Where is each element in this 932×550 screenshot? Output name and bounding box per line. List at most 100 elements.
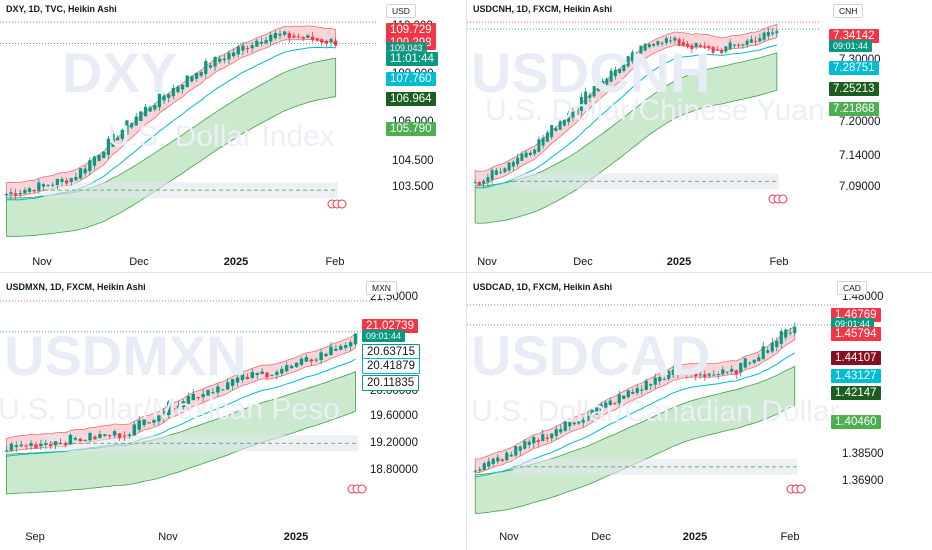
time-tick: 2025 (666, 256, 692, 268)
currency-label[interactable]: CAD (837, 281, 867, 295)
candle-body (97, 154, 101, 162)
candle-body (218, 58, 222, 62)
event-flag-icon (796, 484, 806, 494)
candle-body (283, 31, 287, 35)
candle-body (206, 390, 210, 396)
candle-body (60, 178, 64, 182)
candle-body (68, 434, 73, 445)
candle-body (686, 43, 690, 47)
candle-body (635, 54, 639, 57)
candle-body (211, 392, 215, 394)
candle-body (65, 180, 69, 184)
candle-body (106, 138, 110, 155)
green-trend-band (5, 57, 337, 237)
candle-body (137, 420, 141, 430)
candle-body (595, 407, 599, 415)
candle-body (630, 52, 634, 62)
price-tag: 7.25213 (829, 82, 879, 96)
candle-body (320, 39, 324, 43)
candle-body (245, 376, 250, 379)
candle-body (329, 346, 333, 356)
chart-panel-usdcad[interactable]: USDCAD U.S. Dollar/Canadian Dollar USDCA… (467, 273, 932, 550)
candle-body (527, 441, 531, 445)
candle-body (775, 340, 779, 348)
candle-body (278, 33, 282, 36)
candle-body (605, 78, 609, 85)
candle-body (19, 444, 23, 447)
candle-body (725, 371, 729, 373)
candle-body (259, 41, 264, 44)
time-tick: Feb (780, 531, 800, 543)
candle-body (771, 32, 775, 35)
candle-body (255, 373, 259, 375)
price-tick: 104.500 (392, 155, 434, 167)
currency-label[interactable]: CNH (833, 4, 864, 18)
countdown-tag: 11:01:44 (386, 52, 438, 66)
candle-body (289, 365, 294, 369)
price-tick: 103.500 (392, 181, 434, 193)
candle-body (532, 436, 536, 444)
candle-body (482, 180, 486, 184)
chart-title: USDMXN, 1D, FXCM, Heikin Ashi (6, 282, 146, 292)
candle-body (157, 415, 161, 422)
candle-body (761, 346, 765, 360)
candle-body (34, 444, 38, 448)
candle-body (24, 445, 28, 447)
chart-panel-dxy[interactable]: DXY U.S. Dollar Index DXY, 1D, TVC, Heik… (0, 0, 466, 272)
candle-body (752, 359, 756, 363)
candle-body (41, 184, 46, 187)
candle-body (111, 133, 115, 147)
candle-body (74, 176, 78, 181)
candle-body (181, 401, 186, 408)
candle-body (304, 357, 309, 362)
chart-panel-usdmxn[interactable]: USDMXN U.S. Dollar/Mexican Peso USDMXN, … (0, 273, 466, 550)
candle-body (185, 75, 189, 88)
price-tag: 109.043 (386, 42, 427, 54)
candle-body (309, 359, 314, 362)
currency-label[interactable]: MXN (366, 281, 397, 295)
chart-panel-usdcnh[interactable]: USDCNH U.S. Dollar/Chinese Yuan USDCNH, … (467, 0, 932, 272)
candle-body (608, 400, 612, 405)
price-tick: 7.09000 (839, 181, 881, 193)
candle-body (473, 470, 477, 472)
price-tag: 1.42147 (831, 386, 881, 400)
price-tag: 7.34142 (829, 29, 879, 43)
candle-body (775, 31, 779, 34)
candle-body (604, 402, 608, 408)
candle-body (716, 374, 720, 376)
candle-body (635, 388, 639, 393)
chart-plot-dxy[interactable] (0, 0, 466, 272)
time-tick: Dec (591, 531, 611, 543)
candle-body (230, 379, 235, 386)
candle-body (324, 40, 329, 44)
candle-body (541, 434, 545, 442)
candle-body (310, 36, 315, 40)
price-tag: 105.790 (386, 122, 436, 136)
chart-plot-usdmxn[interactable] (0, 273, 466, 550)
currency-label[interactable]: USD (386, 4, 416, 18)
event-flag-icon (337, 199, 347, 209)
candle-body (745, 40, 749, 45)
candle-body (102, 151, 106, 159)
candle-body (639, 45, 643, 56)
candle-body (640, 389, 644, 391)
candle-body (315, 38, 319, 41)
chart-plot-usdcad[interactable] (467, 273, 932, 550)
candle-body (301, 37, 305, 39)
candle-body (524, 152, 528, 158)
candle-body (707, 45, 711, 48)
candle-body (190, 76, 194, 82)
candle-body (788, 332, 792, 334)
candle-body (329, 39, 333, 43)
candle-body (507, 162, 511, 171)
candle-body (157, 93, 162, 108)
candle-body (698, 374, 702, 376)
candle-body (703, 45, 707, 47)
time-tick: Feb (325, 256, 345, 268)
candle-body (734, 370, 738, 375)
chart-plot-usdcnh[interactable] (467, 0, 932, 272)
candle-body (69, 178, 73, 182)
candle-body (613, 402, 617, 404)
candle-body (48, 444, 53, 447)
candle-body (724, 46, 728, 52)
